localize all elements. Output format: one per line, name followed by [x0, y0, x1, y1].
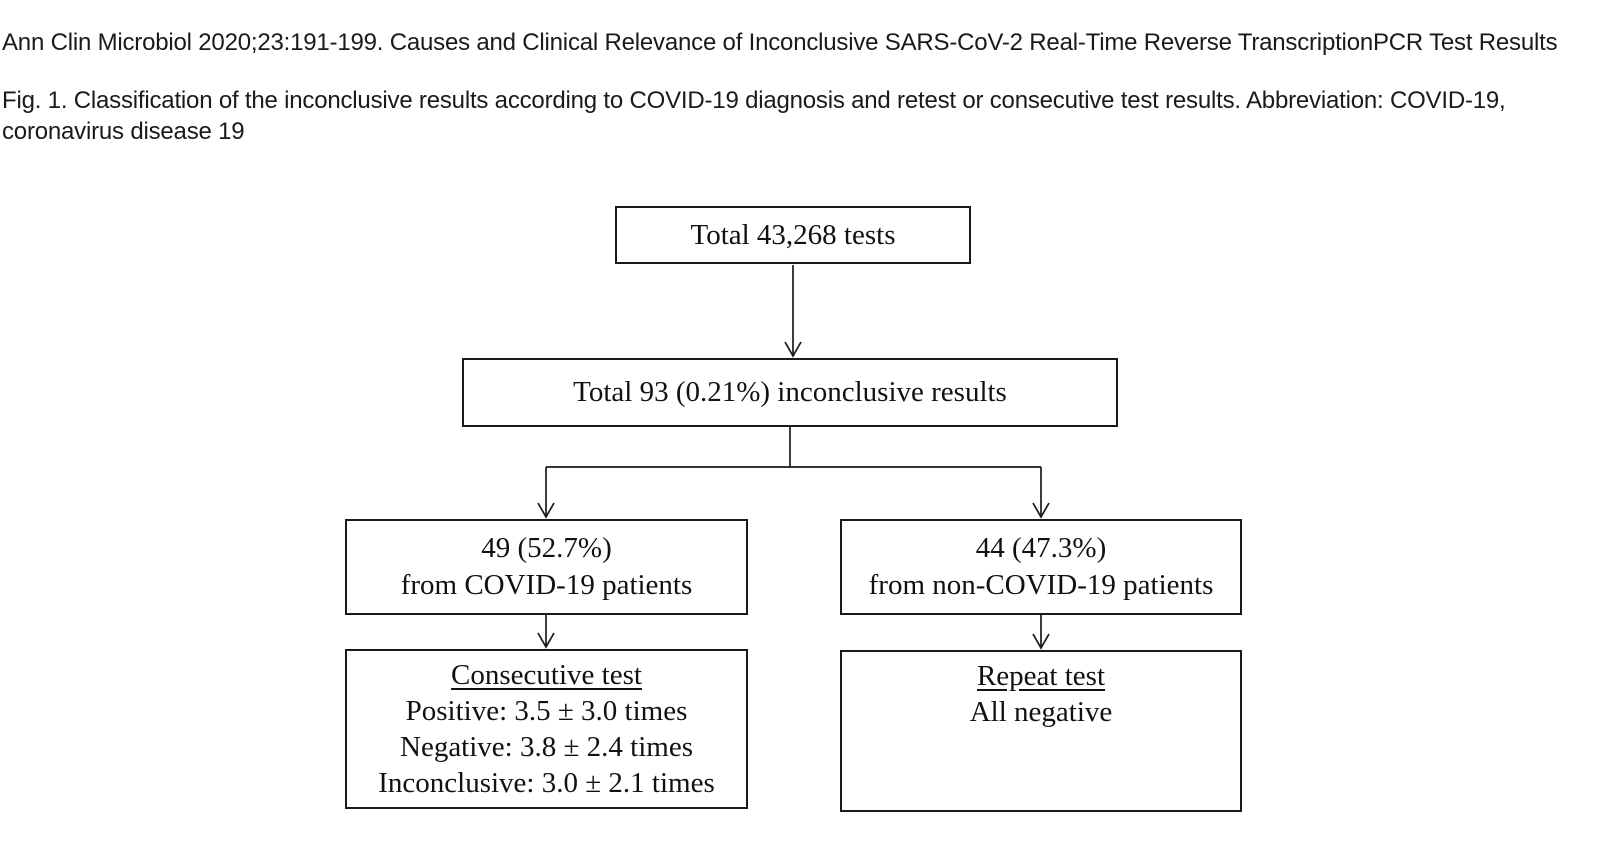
- node-covid-patients-source: from COVID-19 patients: [400, 569, 693, 601]
- node-non-covid-patients: 44 (47.3%) from non-COVID-19 patients: [840, 519, 1242, 615]
- node-consecutive-test-positive: Positive: 3.5 ± 3.0 times: [405, 695, 688, 727]
- edge-covid-to-consecutive: [537, 615, 555, 649]
- node-consecutive-test: Consecutive test Positive: 3.5 ± 3.0 tim…: [345, 649, 748, 809]
- node-consecutive-test-title-text: Consecutive test: [451, 659, 642, 691]
- node-consecutive-test-title: Consecutive test: [347, 657, 746, 693]
- arrowhead-icon: [1032, 633, 1050, 650]
- arrowhead-icon: [1032, 502, 1050, 519]
- arrowhead-icon: [784, 341, 802, 358]
- node-inconclusive-results: Total 93 (0.21%) inconclusive results: [462, 358, 1118, 427]
- node-consecutive-test-inconclusive: Inconclusive: 3.0 ± 2.1 times: [378, 767, 715, 799]
- arrowhead-icon: [537, 502, 555, 519]
- article-citation: Ann Clin Microbiol 2020;23:191-199. Caus…: [2, 29, 1558, 56]
- node-consecutive-test-negative: Negative: 3.8 ± 2.4 times: [400, 731, 693, 763]
- node-repeat-test-title-text: Repeat test: [976, 660, 1106, 692]
- figure-caption: Fig. 1. Classification of the inconclusi…: [2, 85, 1506, 147]
- node-repeat-test: Repeat test All negative: [840, 650, 1242, 812]
- node-repeat-test-title: Repeat test: [842, 658, 1240, 694]
- edge-split-to-noncovid: [1032, 467, 1050, 519]
- node-covid-patients-count: 49 (52.7%): [481, 532, 612, 564]
- node-inconclusive-results-label: Total 93 (0.21%) inconclusive results: [573, 376, 1007, 408]
- node-non-covid-patients-count: 44 (47.3%): [975, 532, 1107, 564]
- node-total-tests-label: Total 43,268 tests: [690, 218, 896, 251]
- node-non-covid-patients-source: from non-COVID-19 patients: [868, 569, 1214, 601]
- node-repeat-test-result: All negative: [969, 696, 1113, 728]
- edge-split-to-covid: [537, 467, 555, 519]
- edge-total-to-inconclusive: [784, 265, 802, 358]
- figure-caption-line1: Fig. 1. Classification of the inconclusi…: [2, 87, 1506, 114]
- node-total-tests: Total 43,268 tests: [615, 206, 971, 264]
- edge-split: [546, 427, 1041, 468]
- arrowhead-icon: [537, 632, 555, 649]
- figure-caption-line2: coronavirus disease 19: [2, 118, 245, 145]
- node-covid-patients: 49 (52.7%) from COVID-19 patients: [345, 519, 748, 615]
- edge-noncovid-to-repeat: [1032, 615, 1050, 650]
